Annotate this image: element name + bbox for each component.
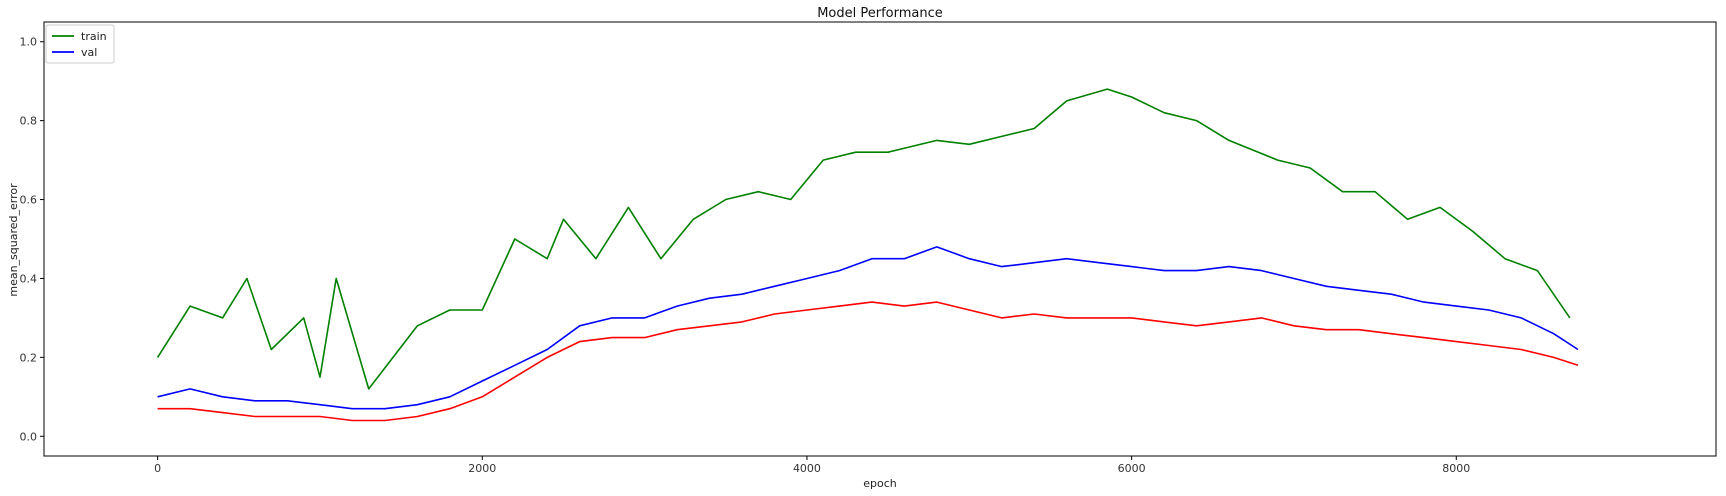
series-layer	[156, 88, 1579, 422]
series-line-train	[156, 88, 1571, 390]
x-tick-label: 8000	[1442, 462, 1470, 475]
x-tick-label: 6000	[1118, 462, 1146, 475]
legend-label-train: train	[81, 30, 107, 43]
axes-layer: 0 2000 4000 6000 8000 0.0 0.2 0.4 0.6 0.8 1.0	[20, 21, 1717, 475]
y-tick-label: 0.2	[20, 351, 38, 364]
plot-frame	[43, 21, 1717, 457]
series-line-series-3	[157, 301, 1579, 422]
x-axis-title: epoch	[863, 477, 897, 490]
legend-box	[45, 24, 115, 64]
y-tick-label: 0.8	[20, 115, 38, 128]
legend-label-val: val	[81, 46, 97, 59]
y-tick-label: 1.0	[20, 36, 38, 49]
y-tick-label: 0.4	[20, 272, 38, 285]
y-tick-label: 0.6	[20, 194, 38, 207]
legend: train val	[45, 24, 115, 64]
chart-title: Model Performance	[817, 6, 943, 21]
y-axis-title: mean_squared_error	[7, 183, 20, 297]
x-tick-label: 0	[154, 462, 161, 475]
y-tick-label: 0.0	[20, 430, 38, 443]
x-tick-label: 4000	[793, 462, 821, 475]
x-tick-label: 2000	[468, 462, 496, 475]
series-line-val	[157, 246, 1579, 410]
